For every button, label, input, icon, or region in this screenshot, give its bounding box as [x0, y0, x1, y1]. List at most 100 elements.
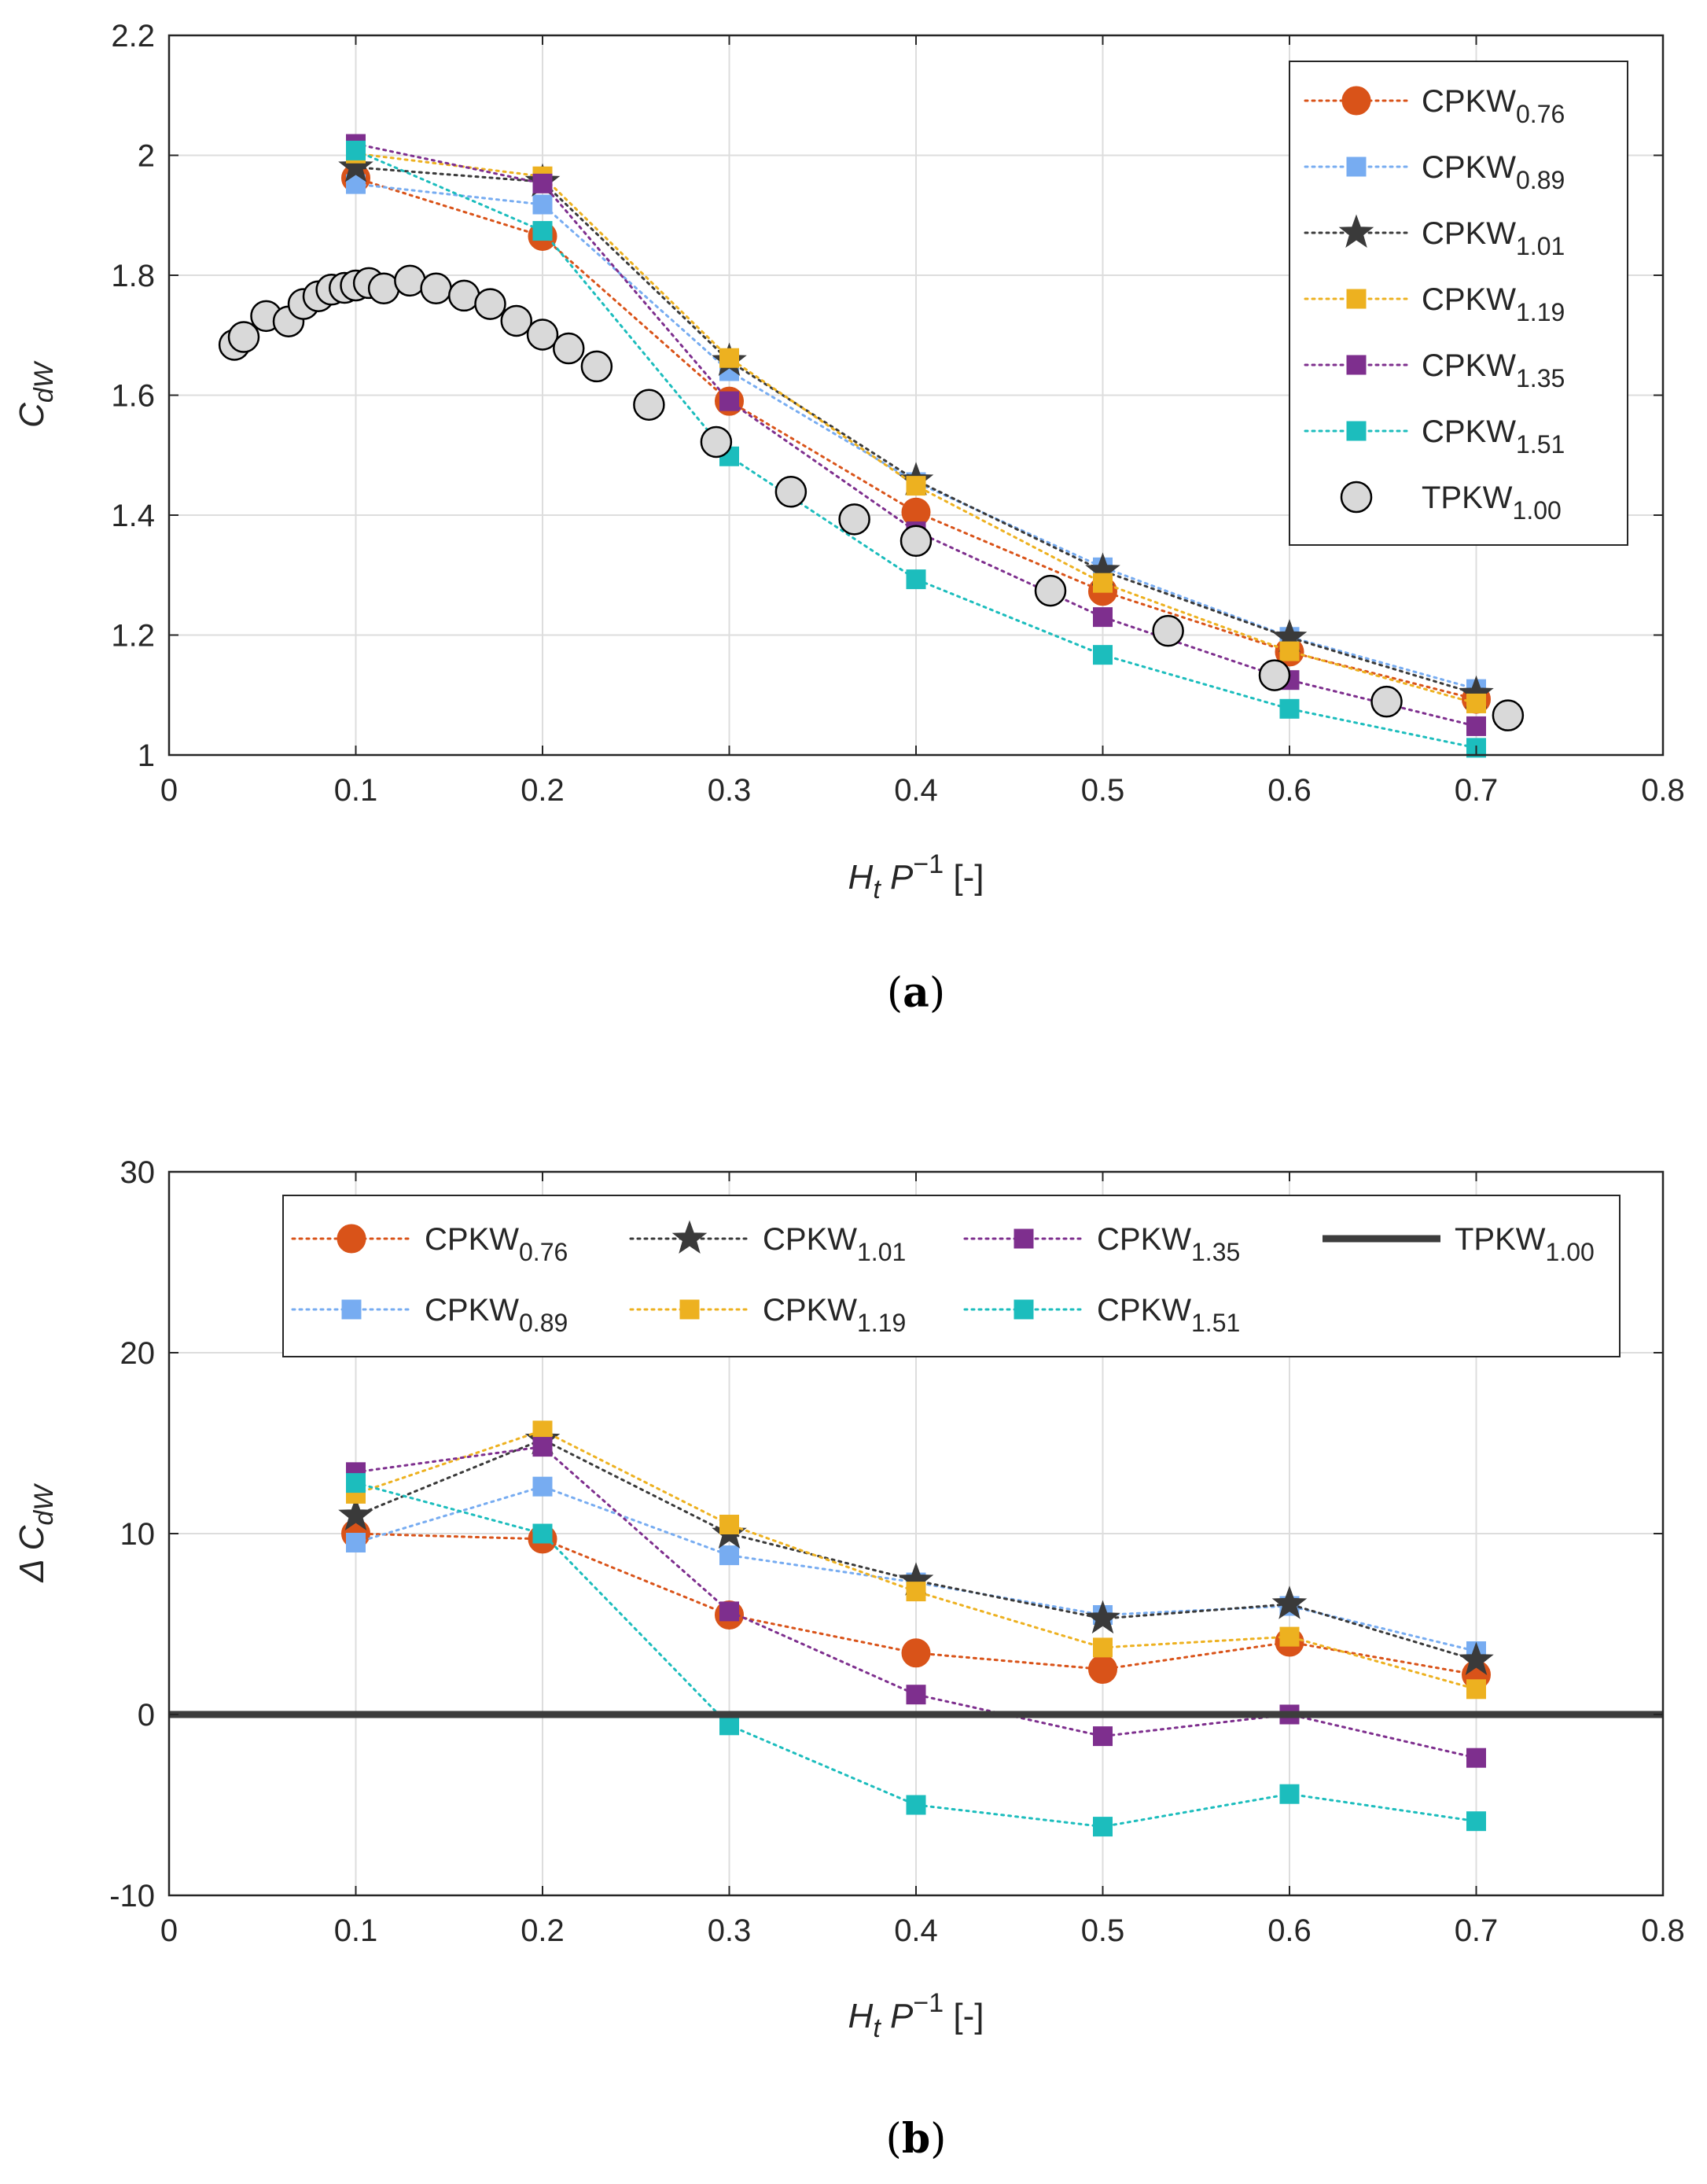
data-point — [1279, 1626, 1300, 1647]
legend-marker — [1340, 481, 1373, 514]
y-axis-label: Δ CdW — [13, 1483, 59, 1583]
data-point — [532, 194, 553, 215]
legend-entry: TPKW1.00 — [1340, 481, 1562, 525]
data-point — [1085, 1600, 1120, 1634]
legend-marker — [1346, 421, 1367, 441]
data-point — [899, 525, 933, 558]
x-tick-label: 0.4 — [894, 773, 938, 808]
data-point — [901, 1638, 931, 1668]
x-tick-label: 0.5 — [1081, 1913, 1125, 1948]
data-point — [1271, 1586, 1308, 1619]
panel-label-b: (b) — [886, 2115, 947, 2163]
x-tick-label: 0 — [160, 1913, 178, 1948]
data-point — [474, 288, 506, 320]
legend-label: CPKW0.76 — [1422, 84, 1565, 128]
x-tick-label: 0.8 — [1641, 773, 1685, 808]
legend-entry: TPKW1.00 — [1323, 1222, 1595, 1266]
data-point — [532, 1476, 553, 1497]
legend-marker — [679, 1299, 700, 1320]
data-point — [1093, 607, 1113, 628]
data-point — [227, 321, 260, 353]
y-tick-label: 10 — [120, 1517, 156, 1552]
legend-entry: CPKW1.35 — [1304, 348, 1565, 392]
legend-label: CPKW0.76 — [425, 1222, 568, 1266]
legend-label: CPKW1.35 — [1422, 348, 1565, 392]
data-point — [338, 149, 373, 182]
y-tick-label: 1.2 — [111, 619, 155, 654]
legend-label: CPKW1.51 — [1097, 1293, 1240, 1337]
tick-labels: 0 0.1 0.2 0.3 0.4 0.5 0.6 0.7 0.8 1 1.2 1.4 1.6 1.8 2 2… — [111, 19, 1684, 808]
x-tick-label: 0.1 — [334, 773, 378, 808]
data-point — [1492, 699, 1525, 731]
data-point — [420, 272, 452, 305]
data-point — [774, 476, 808, 508]
data-point — [719, 391, 739, 411]
data-point — [719, 348, 739, 368]
legend-entry: CPKW1.01 — [1304, 214, 1565, 260]
y-tick-label: 2 — [138, 139, 155, 174]
legend-label: CPKW1.19 — [763, 1293, 906, 1337]
data-point — [719, 1715, 739, 1736]
y-tick-label: 1 — [138, 738, 155, 773]
panel-a: 0 0.1 0.2 0.3 0.4 0.5 0.6 0.7 0.8 1 1.2 1.4 1.6 1.8 2 2… — [13, 19, 1685, 1017]
data-point — [1093, 573, 1113, 593]
series-tpkw-1.00 — [218, 264, 1525, 731]
data-point — [906, 1582, 926, 1602]
x-tick-label: 0.5 — [1081, 773, 1125, 808]
legend-marker — [1014, 1228, 1034, 1249]
x-tick-label: 0.2 — [521, 1913, 565, 1948]
data-point — [338, 1497, 373, 1530]
legend-marker — [1341, 86, 1371, 116]
data-point — [1088, 1655, 1117, 1684]
panel-label-a: (a) — [887, 969, 945, 1017]
legend-marker — [1346, 157, 1367, 177]
data-point — [719, 1515, 739, 1534]
data-point — [1258, 659, 1291, 691]
legend-entry: CPKW1.19 — [629, 1293, 906, 1337]
series-layer — [169, 1420, 1663, 1837]
data-point — [553, 332, 585, 365]
legend-box — [1289, 61, 1628, 546]
legend-entry: CPKW1.51 — [963, 1293, 1240, 1337]
data-point — [1279, 698, 1300, 719]
x-tick-label: 0 — [160, 773, 178, 808]
legend-entry: CPKW0.89 — [291, 1293, 568, 1337]
data-point — [719, 1545, 739, 1566]
data-point — [1034, 574, 1067, 607]
legend-box — [282, 1195, 1621, 1357]
legend-label: CPKW1.01 — [763, 1222, 906, 1266]
x-axis-label: Ht P−1 [-] — [848, 849, 984, 904]
data-point — [1466, 1811, 1486, 1832]
data-point — [1279, 1784, 1300, 1804]
legend-label: CPKW0.89 — [1422, 150, 1565, 194]
y-tick-label: 2.2 — [111, 19, 155, 53]
legend: CPKW0.76 CPKW0.89 CPKW1.01 CPKW1.19 CPKW1.35… — [1289, 61, 1628, 546]
data-point — [526, 319, 559, 351]
data-point — [906, 1685, 926, 1705]
legend-marker — [671, 1220, 708, 1254]
x-tick-label: 0.3 — [708, 1913, 752, 1948]
data-point — [580, 350, 613, 383]
x-tick-label: 0.7 — [1455, 773, 1499, 808]
data-point — [532, 1420, 553, 1441]
series-layer — [218, 134, 1525, 758]
legend-entry: CPKW0.76 — [1304, 84, 1565, 128]
legend-entry: CPKW0.76 — [291, 1222, 568, 1266]
legend-entry: CPKW1.01 — [629, 1220, 906, 1266]
legend-marker — [1338, 214, 1374, 248]
data-point — [346, 1533, 366, 1552]
data-point — [1093, 1637, 1113, 1658]
data-point — [1459, 1641, 1494, 1675]
legend-label: CPKW1.51 — [1422, 414, 1565, 459]
data-point — [1466, 1679, 1486, 1700]
x-tick-label: 0.6 — [1267, 1913, 1312, 1948]
x-tick-label: 0.6 — [1267, 773, 1312, 808]
x-tick-label: 0.7 — [1455, 1913, 1499, 1948]
y-axis-label: CdW — [13, 360, 59, 428]
legend-label: TPKW1.00 — [1422, 481, 1562, 525]
y-tick-label: 1.8 — [111, 259, 155, 293]
data-point — [906, 569, 926, 590]
x-tick-label: 0.2 — [521, 773, 565, 808]
